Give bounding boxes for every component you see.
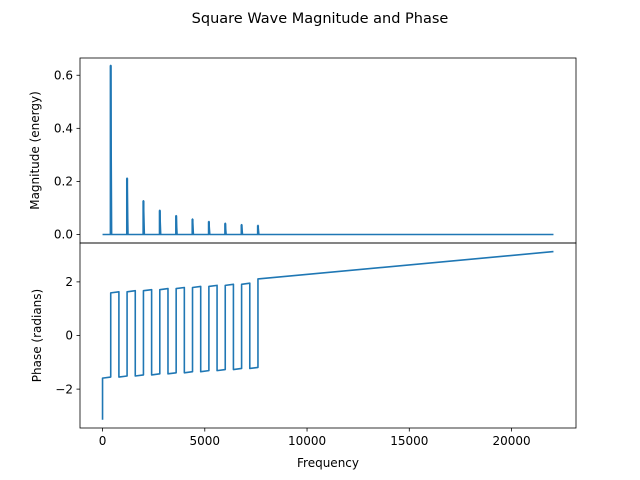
magnitude-y-ticks: 0.0 0.2 0.4 0.6 [54, 68, 80, 242]
chart-title: Square Wave Magnitude and Phase [192, 11, 449, 27]
y-tick-label: 0.2 [54, 175, 73, 189]
x-axis-label: Frequency [297, 456, 359, 470]
y-tick-label: −2 [55, 382, 73, 396]
y-tick-label: 0.4 [54, 122, 73, 136]
phase-y-ticks: −2 0 2 [55, 275, 80, 396]
phase-axes: −2 0 2 0 5000 10000 15000 20000 Phase (radians… [30, 242, 577, 470]
x-tick-label: 5000 [190, 434, 221, 448]
x-tick-label: 15000 [390, 434, 428, 448]
magnitude-plot-area [102, 64, 554, 236]
y-tick-label: 2 [65, 275, 73, 289]
phase-series-line [101, 250, 554, 420]
y-tick-label: 0.0 [54, 228, 73, 242]
y-tick-label: 0 [65, 329, 73, 343]
x-tick-label: 10000 [288, 434, 326, 448]
y-tick-label: 0.6 [54, 68, 73, 82]
phase-plot-area [101, 250, 554, 420]
magnitude-axes: 0.0 0.2 0.4 0.6 Magnitude (energy) [28, 57, 577, 244]
phase-x-ticks: 0 5000 10000 15000 20000 [99, 428, 531, 448]
x-tick-label: 20000 [492, 434, 530, 448]
phase-y-axis-label: Phase (radians) [30, 289, 44, 382]
x-tick-label: 0 [99, 434, 107, 448]
magnitude-y-axis-label: Magnitude (energy) [28, 91, 42, 210]
